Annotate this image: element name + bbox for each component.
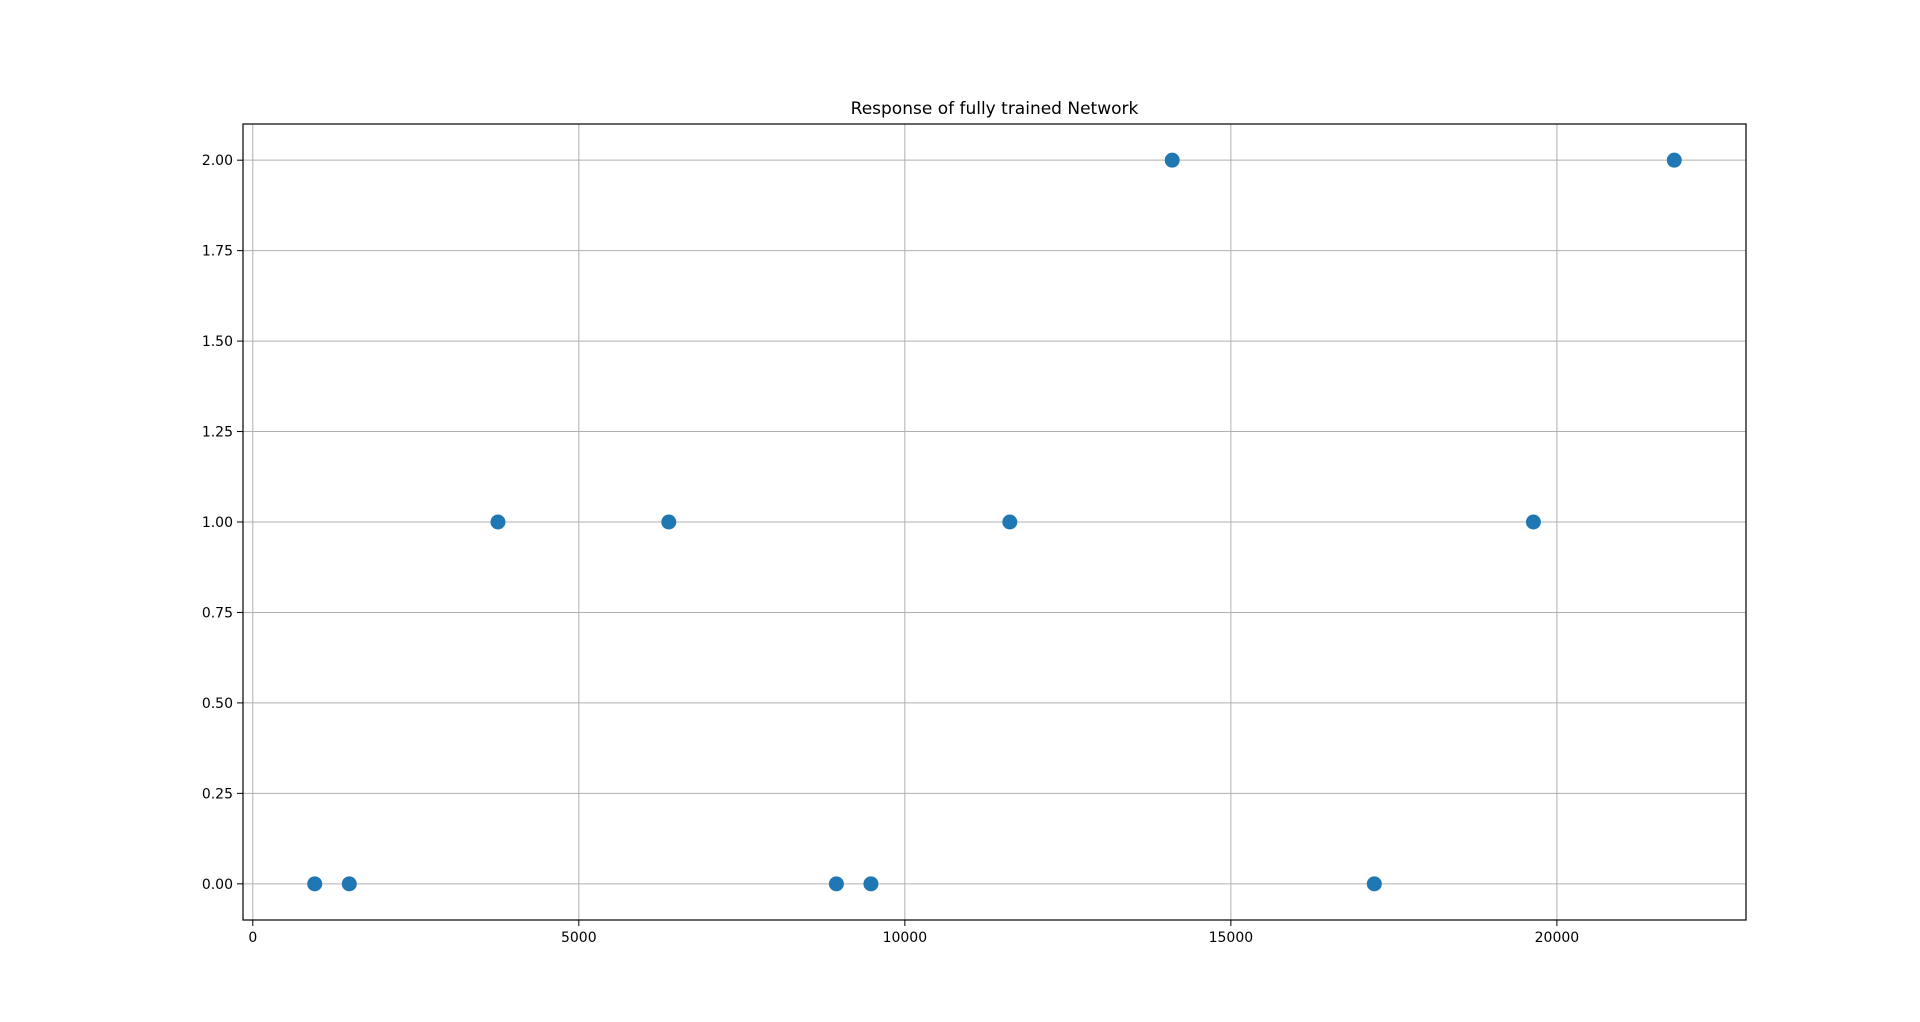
y-tick-label: 0.25 (202, 786, 233, 802)
y-tick-label: 0.75 (202, 605, 233, 621)
y-tick-label: 1.00 (202, 515, 233, 531)
chart-title: Response of fully trained Network (851, 99, 1139, 119)
x-tick-label: 20000 (1535, 930, 1580, 946)
y-tick-label: 2.00 (202, 153, 233, 169)
data-point (1164, 152, 1180, 168)
y-tick-label: 0.50 (202, 696, 233, 712)
data-point (1002, 514, 1018, 530)
axis-ticks: 0 5000 10000 15000 20000 0.00 0.25 0.50 0.75 1.00… (202, 153, 1579, 946)
x-tick-label: 15000 (1209, 930, 1254, 946)
y-tick-label: 0.00 (202, 877, 233, 893)
data-point (307, 876, 323, 892)
x-tick-label: 5000 (561, 930, 597, 946)
data-point (490, 514, 506, 530)
grid (243, 124, 1746, 920)
y-tick-label: 1.75 (202, 244, 233, 260)
data-point (1366, 876, 1382, 892)
x-tick-label: 0 (248, 930, 257, 946)
data-point (661, 514, 677, 530)
data-point (828, 876, 844, 892)
y-tick-label: 1.25 (202, 425, 233, 441)
data-point (1525, 514, 1541, 530)
data-point (1666, 152, 1682, 168)
data-point (341, 876, 357, 892)
data-point (863, 876, 879, 892)
y-tick-label: 1.50 (202, 334, 233, 350)
data-points (307, 152, 1682, 892)
x-tick-label: 10000 (883, 930, 928, 946)
